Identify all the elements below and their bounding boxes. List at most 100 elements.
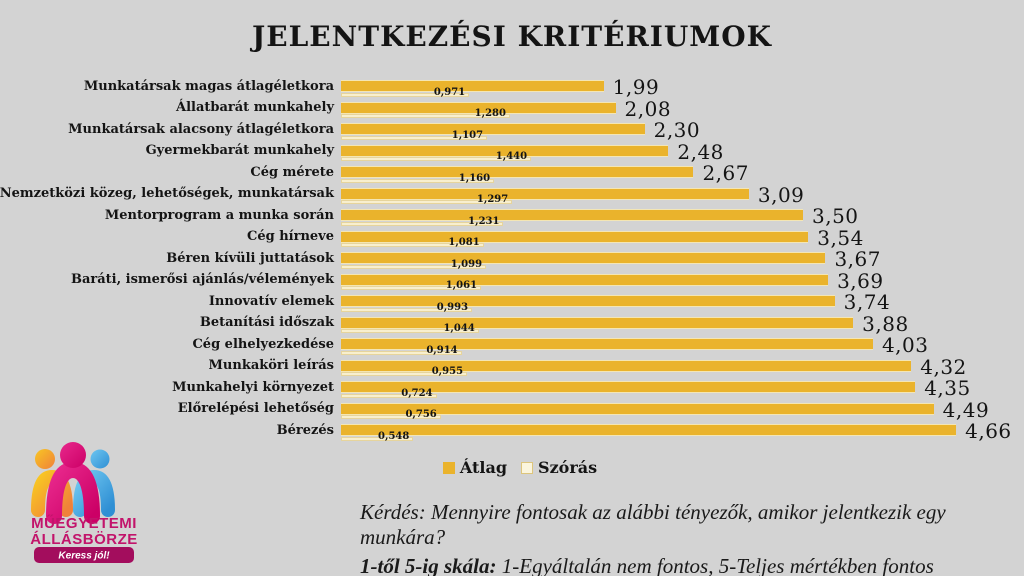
logo-person-right-body: [73, 469, 115, 517]
szoras-bar: [341, 307, 473, 312]
atlag-value-label: 4,66: [965, 419, 1012, 443]
category-label: Cég mérete: [250, 164, 334, 180]
atlag-value-label: 2,48: [677, 139, 724, 164]
logo-person-left-body: [31, 469, 73, 517]
szoras-bar: [341, 157, 532, 161]
atlag-value-label: 3,67: [834, 247, 881, 271]
atlag-value-label: 4,49: [942, 397, 990, 422]
szoras-bar: [341, 393, 437, 398]
logo-tagline: Keress jól!: [58, 551, 110, 562]
category-label: Nemzetközi közeg, lehetőségek, munkatárs…: [0, 186, 334, 201]
szoras-value-label: 1,099: [450, 258, 483, 270]
logo-line2: ÁLLÁSBÖRZE: [30, 531, 138, 548]
chart-row: Gyermekbarát munkahely 2,48 1,440: [0, 141, 1024, 163]
szoras-value-label: 1,081: [448, 237, 480, 248]
chart-row: Betanítási időszak 3,88 1,044: [0, 313, 1024, 335]
chart-row: Munkatársak alacsony átlagéletkora 2,30 1,…: [0, 119, 1024, 141]
category-label: Gyermekbarát munkahely: [145, 143, 334, 158]
category-label: Állatbarát munkahely: [175, 100, 334, 115]
atlag-bar: [341, 209, 803, 221]
bar-chart: Munkatársak magas átlagéletkora 1,99 0,971…: [0, 76, 1024, 442]
bar-area: 3,69 1,061: [341, 270, 1024, 291]
atlag-value-label: 2,08: [624, 96, 672, 121]
logo-person-middle-body: [46, 461, 100, 524]
scale-text-rest: 1-Egyáltalán nem fontos, 5-Teljes mérték…: [496, 554, 934, 576]
bar-area: 4,32 0,955: [341, 356, 1024, 377]
szoras-value-label: 0,756: [405, 409, 437, 420]
chart-row: Munkatársak magas átlagéletkora 1,99 0,971: [0, 76, 1024, 98]
szoras-bar: [341, 350, 462, 355]
atlag-value-label: 4,03: [881, 333, 929, 357]
szoras-value-label: 0,955: [431, 366, 464, 377]
bar-area: 3,50 1,231: [341, 205, 1024, 227]
chart-row: Munkaköri leírás 4,32 0,955: [0, 356, 1024, 378]
chart-row: Baráti, ismerősi ajánlás/vélemények 3,69 1…: [0, 270, 1024, 292]
legend-atlag-label: Átlag: [459, 458, 508, 477]
szoras-value-label: 1,231: [468, 215, 500, 227]
bar-area: 3,09 1,297: [341, 182, 1024, 207]
szoras-bar: [341, 286, 482, 290]
szoras-bar: [341, 114, 510, 118]
atlag-value-label: 3,09: [757, 182, 805, 207]
chart-row: Mentorprogram a munka során 3,50 1,231: [0, 205, 1024, 227]
atlag-value-label: 1,99: [612, 75, 660, 99]
atlag-value-label: 3,88: [862, 311, 909, 336]
chart-row: Innovatív elemek 3,74 0,993: [0, 291, 1024, 313]
bar-area: 2,67 1,160: [341, 162, 1024, 184]
bar-area: 3,67 1,099: [341, 248, 1024, 270]
atlag-bar: [341, 101, 616, 114]
szoras-bar: [341, 135, 488, 140]
category-label: Munkatársak alacsony átlagéletkora: [68, 121, 334, 137]
bar-area: 3,54 1,081: [341, 227, 1024, 248]
legend: Átlag Szórás: [8, 458, 1024, 477]
szoras-value-label: 0,971: [433, 86, 466, 98]
atlag-value-label: 2,30: [653, 118, 701, 142]
category-label: Munkaköri leírás: [208, 358, 334, 373]
bar-area: 2,30 1,107: [341, 119, 1024, 141]
szoras-bar: [341, 436, 414, 441]
szoras-value-label: 1,280: [474, 108, 506, 119]
chart-row: Állatbarát munkahely 2,08 1,280: [0, 98, 1024, 120]
atlag-bar: [341, 402, 934, 415]
chart-row: Cég hírneve 3,54 1,081: [0, 227, 1024, 249]
bar-area: 3,88 1,044: [341, 311, 1024, 336]
szoras-bar: [341, 372, 468, 376]
szoras-value-label: 1,160: [458, 172, 491, 184]
atlag-bar: [341, 144, 669, 157]
szoras-value-label: 1,297: [476, 194, 509, 205]
legend-szoras-label: Szórás: [538, 458, 598, 477]
chart-row: Nemzetközi közeg, lehetőségek, munkatárs…: [0, 184, 1024, 206]
question-text: Kérdés: Mennyire fontosak az alábbi tény…: [360, 500, 946, 549]
atlag-bar: [341, 166, 694, 178]
atlag-bar: [341, 424, 957, 436]
bar-area: 3,74 0,993: [341, 291, 1024, 313]
category-label: Bérezés: [276, 422, 334, 438]
szoras-bar: [341, 221, 504, 226]
category-label: Cég elhelyezkedése: [192, 336, 334, 352]
szoras-value-label: 0,914: [426, 344, 458, 356]
chart-row: Bérezés 4,66 0,548: [0, 420, 1024, 442]
atlag-bar: [341, 338, 873, 350]
legend-item-atlag: Átlag: [442, 458, 508, 477]
scale-text: 1-től 5-ig skála: 1-Egyáltalán nem fonto…: [360, 554, 1024, 576]
legend-item-szoras: Szórás: [521, 458, 597, 477]
bar-area: 4,49 0,756: [341, 397, 1024, 422]
logo-person-left-head: [35, 449, 55, 469]
chart-row: Cég mérete 2,67 1,160: [0, 162, 1024, 184]
bar-area: 4,66 0,548: [341, 420, 1024, 442]
page-title: JELENTKEZÉSI KRITÉRIUMOK: [252, 20, 772, 53]
chart-row: Béren kívüli juttatások 3,67 1,099: [0, 248, 1024, 270]
legend-szoras-swatch-icon: [521, 461, 534, 474]
szoras-bar: [341, 415, 441, 419]
atlag-bar: [341, 187, 749, 200]
atlag-bar: [341, 316, 854, 329]
szoras-value-label: 1,440: [495, 151, 528, 162]
category-label: Mentorprogram a munka során: [104, 207, 334, 223]
atlag-bar: [341, 230, 809, 243]
category-label: Innovatív elemek: [208, 293, 334, 309]
atlag-bar: [341, 252, 826, 264]
atlag-bar: [341, 381, 916, 393]
chart-row: Munkahelyi környezet 4,35 0,724: [0, 377, 1024, 399]
logo-person-middle-head: [60, 442, 86, 468]
